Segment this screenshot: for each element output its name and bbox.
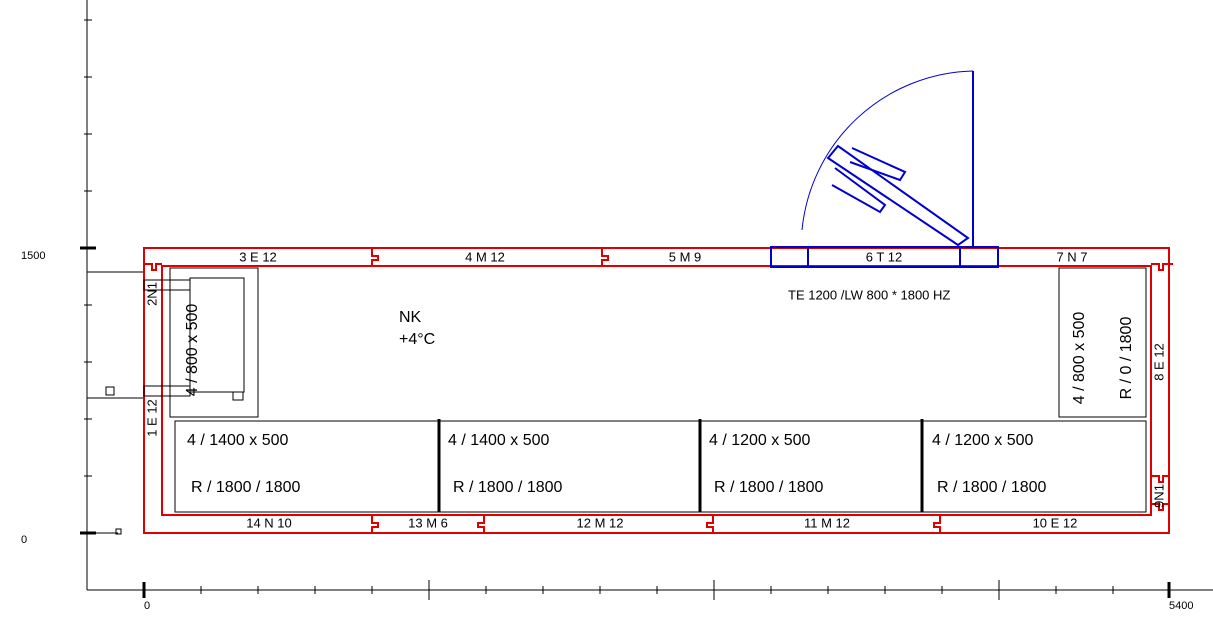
axes xyxy=(80,0,1213,598)
panel-label: 14 N 10 xyxy=(246,515,292,530)
panel-label: 9N1 xyxy=(1151,484,1166,508)
x-label: 5400 xyxy=(1169,600,1193,612)
door-label: TE 1200 /LW 800 * 1800 HZ xyxy=(788,287,950,302)
x-label: 0 xyxy=(144,600,150,612)
door xyxy=(770,70,999,268)
panel-joints xyxy=(144,248,1173,533)
panel-label: 11 M 12 xyxy=(804,515,850,530)
y-label: 0 xyxy=(21,534,27,546)
shelf-size: 4 / 1200 x 500 xyxy=(932,432,1034,449)
panel-label: 13 M 6 xyxy=(408,515,448,530)
panel-label: 3 E 12 xyxy=(239,249,277,264)
shelf-size: 4 / 1200 x 500 xyxy=(709,432,811,449)
panel-label: 6 T 12 xyxy=(866,249,902,264)
shelf-size: 4 / 1400 x 500 xyxy=(187,432,289,449)
ticks xyxy=(84,19,1171,600)
panel-label: 7 N 7 xyxy=(1056,249,1087,264)
panel-label: 10 E 12 xyxy=(1033,515,1078,530)
panel-label: 2N1 xyxy=(144,282,159,306)
panel-label: 1 E 12 xyxy=(144,399,159,437)
shelf-spec: R / 0 / 1800 xyxy=(1118,317,1135,400)
shelf-spec: R / 1800 / 1800 xyxy=(453,479,563,496)
panel-label: 8 E 12 xyxy=(1151,343,1166,381)
panel-label: 5 M 9 xyxy=(669,249,702,264)
shelving xyxy=(143,267,1147,513)
y-label: 1500 xyxy=(21,250,45,262)
panel-label: 4 M 12 xyxy=(465,249,505,264)
shelf-spec: R / 1800 / 1800 xyxy=(937,479,1047,496)
shelf-size: 4 / 1400 x 500 xyxy=(448,432,550,449)
inner-wall xyxy=(161,265,1152,516)
shelf-spec: R / 1800 / 1800 xyxy=(191,479,301,496)
panel-label: 12 M 12 xyxy=(577,515,624,530)
room-temperature: +4°C xyxy=(399,331,435,348)
shelf-spec: R / 1800 / 1800 xyxy=(714,479,824,496)
shelf-size: 4 / 800 x 500 xyxy=(1071,312,1088,405)
shelf-size: 4 / 800 x 500 xyxy=(184,304,201,397)
room-name: NK xyxy=(399,309,422,326)
